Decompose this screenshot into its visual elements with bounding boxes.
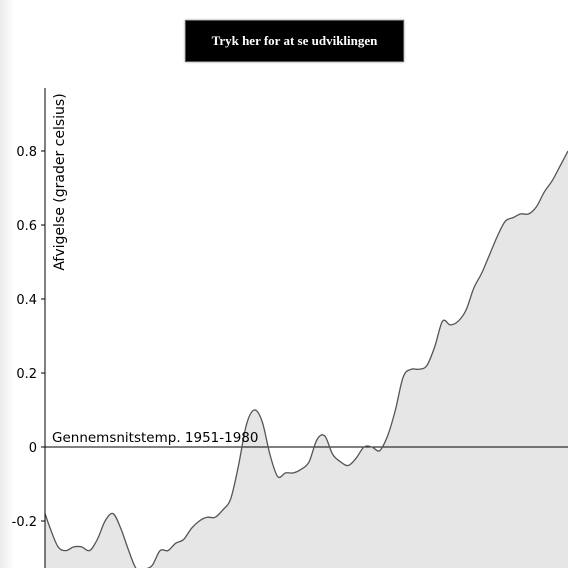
y-ticks: 0.8 0.6 0.4 0.2 0 -0.2 <box>12 145 45 530</box>
y-tick-label: 0.4 <box>16 293 37 308</box>
y-axis-title: Afvigelse (grader celsius) <box>52 93 68 270</box>
left-page-edge <box>0 0 14 568</box>
y-tick-label: 0.8 <box>16 145 37 160</box>
show-development-button[interactable]: Tryk her for at se udviklingen <box>185 20 404 62</box>
reference-line-label: Gennemsnitstemp. 1951-1980 <box>52 430 259 446</box>
show-development-button-label: Tryk her for at se udviklingen <box>211 33 378 48</box>
area-fill <box>45 151 568 568</box>
y-tick-label: 0.6 <box>16 219 37 234</box>
y-tick-label: 0.2 <box>16 367 37 382</box>
series-line <box>44 150 568 568</box>
y-tick-label: 0 <box>29 441 37 456</box>
y-tick-label: -0.2 <box>12 515 37 530</box>
